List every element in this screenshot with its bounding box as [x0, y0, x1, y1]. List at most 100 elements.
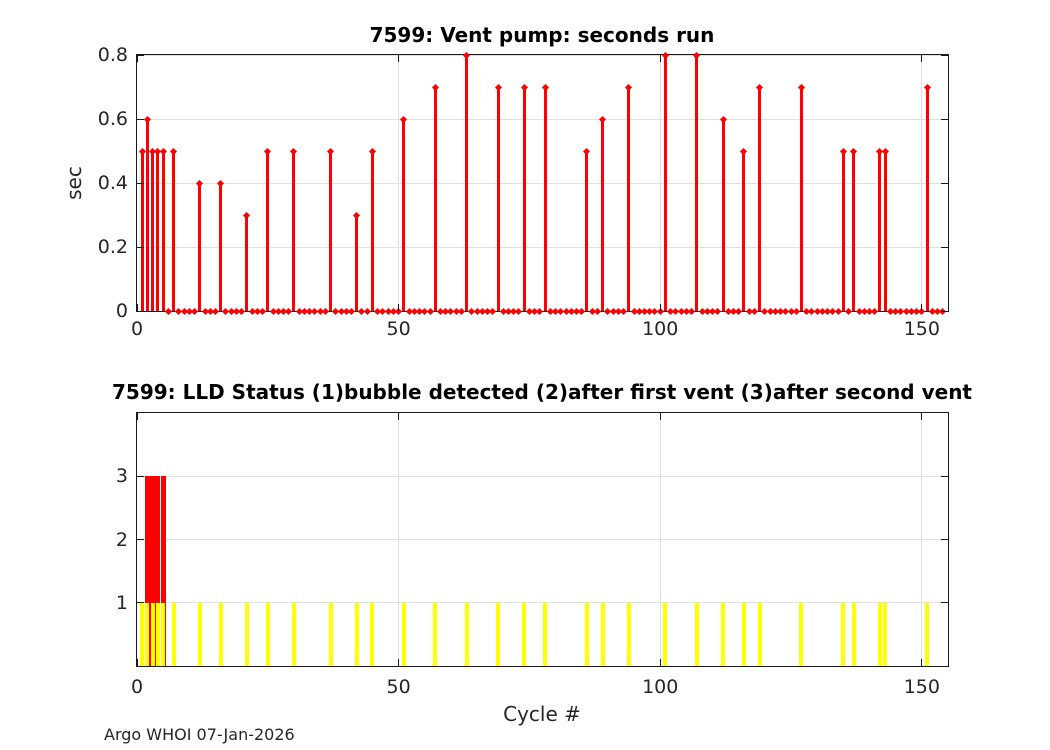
bar-lld-status-1-bubble-detected: [244, 602, 249, 666]
bar-lld-status-1-bubble-detected: [401, 602, 406, 666]
stem-marker: [583, 147, 591, 155]
stem: [219, 183, 223, 311]
bar-lld-status-1-bubble-detected: [145, 602, 150, 666]
lld-status-plot-area: [136, 412, 949, 667]
bar-lld-status-1-bubble-detected: [218, 602, 223, 666]
stem: [721, 119, 725, 311]
zero-marker: [871, 307, 879, 315]
x-tick-mark: [659, 659, 661, 666]
bar-lld-status-1-bubble-detected: [464, 602, 469, 666]
zero-marker: [191, 307, 199, 315]
vent-pump-chart-title: 7599: Vent pump: seconds run: [369, 23, 715, 47]
stem: [433, 87, 437, 311]
bar-lld-status-3-after-second-vent: [144, 476, 150, 666]
stem: [627, 87, 631, 311]
stem: [198, 183, 202, 311]
gridline: [137, 118, 948, 120]
stem: [329, 151, 333, 311]
bar-lld-status-1-bubble-detected: [694, 602, 699, 666]
y-tick-mark: [137, 475, 144, 477]
bar-lld-status-1-bubble-detected: [522, 602, 527, 666]
y-tick-mark: [137, 54, 144, 56]
vent-pump-plot-area: [136, 51, 949, 315]
zero-marker: [845, 307, 853, 315]
x-tick-mark: [136, 659, 138, 666]
zero-marker: [211, 307, 220, 315]
x-tick-mark: [921, 304, 923, 311]
gridline: [137, 475, 948, 477]
stem-marker: [290, 147, 298, 155]
bar-lld-status-1-bubble-detected: [433, 602, 438, 666]
bar-lld-status-1-bubble-detected: [851, 602, 856, 666]
zero-marker: [750, 307, 758, 315]
y-tick-mark: [941, 182, 948, 184]
bar-lld-status-1-bubble-detected: [197, 602, 202, 666]
lld-status-chart-title: 7599: LLD Status (1)bubble detected (2)a…: [112, 380, 972, 404]
gridline: [137, 54, 948, 56]
stem: [465, 55, 469, 311]
x-tick-mark: [659, 55, 661, 62]
stem-marker: [353, 211, 361, 219]
bar-lld-status-1-bubble-detected: [265, 602, 270, 666]
x-tick-mark: [136, 304, 138, 311]
stem-marker: [756, 83, 764, 91]
bar-lld-status-1-bubble-detected: [799, 602, 804, 666]
stem-marker: [143, 115, 151, 123]
stem-marker: [170, 147, 178, 155]
bar-lld-status-1-bubble-detected: [877, 602, 882, 666]
bar-lld-status-1-bubble-detected: [150, 602, 155, 666]
stem-marker: [625, 83, 633, 91]
y-tick-label: 0.8: [97, 44, 128, 66]
bar-lld-status-1-bubble-detected: [883, 602, 888, 666]
stem-marker: [243, 211, 251, 219]
stem: [245, 215, 249, 311]
x-tick-mark: [398, 55, 400, 62]
x-tick-label: 0: [130, 318, 144, 340]
bar-lld-status-1-bubble-detected: [721, 602, 725, 666]
stem: [758, 87, 762, 311]
bar-lld-status-1-bubble-detected: [584, 602, 589, 666]
x-axis-label: Cycle #: [503, 702, 581, 726]
stem-marker: [693, 51, 701, 59]
stem: [878, 151, 882, 311]
bar-lld-status-1-bubble-detected: [171, 602, 176, 666]
y-tick-label: 0: [115, 300, 128, 322]
bar-lld-status-1-bubble-detected: [496, 602, 501, 666]
stem: [156, 151, 160, 311]
stem: [266, 151, 270, 311]
y-tick-mark: [137, 310, 144, 312]
y-tick-label: 0.4: [97, 172, 128, 194]
stem-marker: [400, 115, 408, 123]
x-tick-mark: [136, 55, 138, 62]
y-tick-mark: [941, 539, 948, 540]
stem: [601, 119, 605, 311]
bar-lld-status-1-bubble-detected: [741, 602, 746, 666]
zero-marker: [578, 307, 586, 315]
bar-lld-status-1-bubble-detected: [155, 602, 160, 666]
bar-lld-status-3-after-second-vent: [155, 476, 161, 666]
bar-lld-status-1-bubble-detected: [663, 602, 668, 666]
stem-marker: [264, 147, 272, 155]
bar-lld-status-3-after-second-vent: [150, 476, 156, 666]
stem-marker: [797, 83, 806, 91]
bar-lld-status-1-bubble-detected: [626, 602, 631, 666]
y-tick-mark: [941, 246, 948, 248]
y-tick-mark: [137, 118, 144, 120]
zero-marker: [536, 307, 544, 315]
zero-marker: [457, 307, 465, 315]
y-tick-label: 0.2: [97, 236, 128, 258]
stem-marker: [217, 179, 225, 187]
zero-marker: [593, 307, 601, 315]
zero-marker: [620, 307, 628, 315]
stem: [841, 151, 845, 311]
y-tick-mark: [137, 602, 144, 604]
stem-marker: [740, 147, 748, 155]
bar-lld-status-3-after-second-vent: [160, 476, 166, 666]
bar-lld-status-1-bubble-detected: [161, 602, 166, 666]
y-tick-mark: [941, 54, 948, 56]
x-tick-label: 100: [642, 318, 679, 340]
y-tick-label: 2: [115, 528, 128, 551]
y-tick-mark: [941, 475, 948, 477]
y-tick-mark: [941, 310, 948, 312]
